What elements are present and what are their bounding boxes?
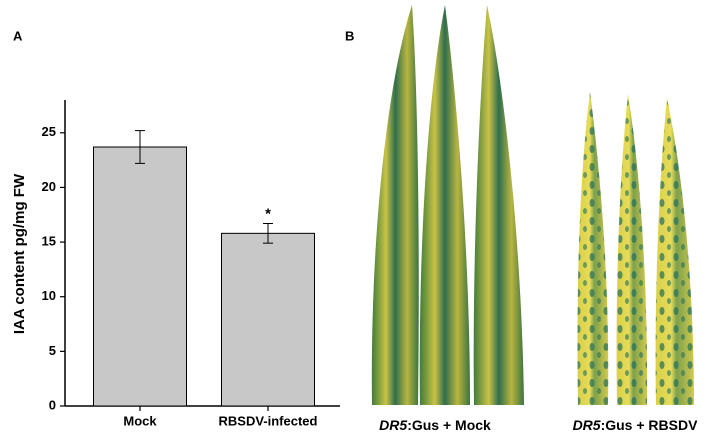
leaves-mock [371,5,524,405]
y-tick-label: 0 [49,397,56,412]
y-tick-label: 10 [42,288,56,303]
x-tick-label: RBSDV-infected [219,413,318,428]
bar [221,232,315,407]
panel-label: A [13,28,23,43]
caption-italic: DR5 [379,417,407,433]
caption: DR5:Gus + Mock [379,417,491,433]
leaf-spots [616,94,648,405]
leaf-spots [655,98,694,405]
x-tick-label: Mock [123,413,157,428]
leaves-rbsdv [577,92,694,405]
y-tick-label: 15 [42,234,56,249]
y-tick-label: 5 [49,343,56,358]
caption-text: :Gus + RBSDV [601,417,699,433]
leaf [473,5,524,405]
y-tick-label: 25 [42,124,56,139]
caption: DR5:Gus + RBSDV [573,417,699,433]
panel-label: B [345,28,354,43]
y-tick-label: 20 [42,179,56,194]
bar [93,146,187,407]
leaf [419,5,470,405]
annotation: * [265,205,271,222]
caption-italic: DR5 [573,417,601,433]
y-axis-label: IAA content pg/mg FW [11,173,28,334]
caption-text: :Gus + Mock [407,417,491,433]
leaf-spots [577,92,609,405]
leaf [371,5,419,405]
